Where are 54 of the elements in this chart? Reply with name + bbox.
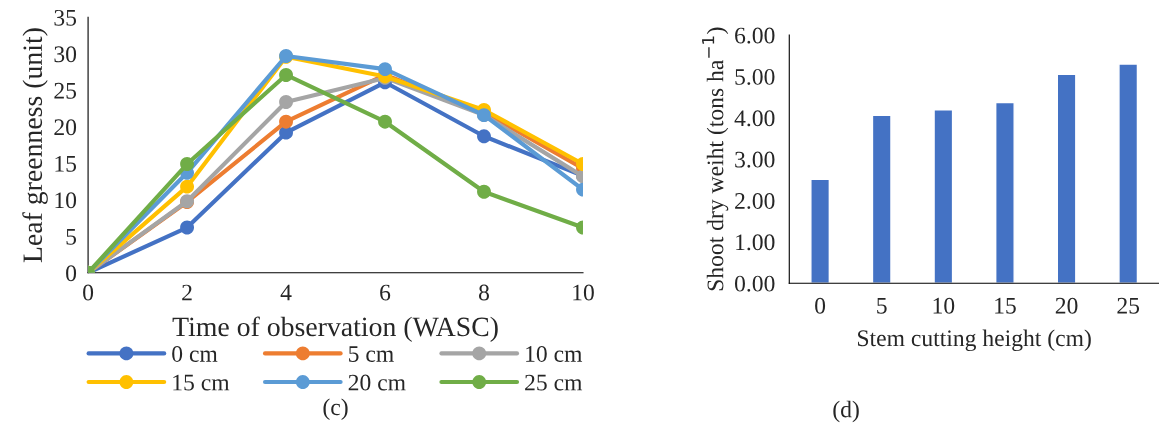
bar: [1056, 73, 1077, 284]
y-tick-label: 0: [66, 265, 77, 282]
point: [180, 220, 195, 235]
point: [378, 114, 392, 129]
y-tick-label: 25: [54, 82, 77, 99]
x-tick-label: 25: [1117, 297, 1140, 314]
point: [477, 129, 491, 144]
x-tick-label: 4: [280, 284, 292, 301]
legend-label: 15 cm: [173, 374, 230, 391]
text: (c): [323, 398, 348, 421]
y-tick-label: 20: [54, 119, 77, 136]
y-tick-label: 5.00: [735, 68, 775, 85]
bar: [1118, 63, 1139, 284]
point: [279, 68, 293, 82]
y-tick-label: 3.00: [735, 151, 775, 168]
x-tick-label: 6: [380, 284, 391, 301]
x-axis-title: Time of observation (WASC): [172, 316, 498, 342]
y-tick-label: 6.00: [735, 27, 775, 44]
point: [180, 179, 195, 194]
y-tick-label: 0.00: [734, 275, 775, 292]
x-tick-label: 10: [573, 284, 594, 301]
point: [279, 95, 293, 109]
bar: [995, 101, 1015, 284]
legend-label: 25 cm: [525, 374, 583, 391]
y-tick-label: 5: [66, 229, 77, 245]
legend-label: 20 cm: [348, 374, 406, 391]
x-tick-label: 10: [933, 297, 955, 314]
point: [378, 62, 392, 77]
text: (d): [833, 400, 859, 423]
x-tick-label: 15: [995, 297, 1016, 314]
y-tick-label: 30: [54, 46, 77, 63]
bar: [933, 109, 954, 284]
y-axis-title: Leaf greenness (unit): [22, 28, 48, 263]
bar: [810, 178, 831, 284]
y-tick-label: 35: [54, 9, 77, 26]
x-tick-label: 2: [182, 284, 192, 301]
legend-label: 0 cm: [172, 345, 218, 362]
legend-label: 10 cm: [526, 345, 583, 362]
y-tick-label: 10: [55, 192, 77, 209]
y-tick-label: 15: [55, 155, 77, 172]
legend-label: 5 cm: [349, 346, 394, 362]
y-axis-title: Shoot dry weiht (tons ha$^{−1}$): [702, 27, 729, 291]
y-tick-label: 4.00: [734, 110, 775, 127]
x-tick-label: 8: [479, 284, 489, 301]
x-tick-label: 0: [815, 297, 826, 314]
x-axis-title: Stem cutting height (cm): [858, 329, 1091, 352]
point: [180, 157, 195, 171]
x-tick-label: 0: [83, 284, 94, 301]
y-tick-label: 1.00: [736, 234, 775, 251]
point: [477, 184, 491, 199]
x-tick-label: 20: [1055, 297, 1078, 314]
x-tick-label: 5: [877, 297, 887, 314]
bar: [871, 114, 892, 284]
y-tick-label: 2.00: [735, 192, 775, 210]
